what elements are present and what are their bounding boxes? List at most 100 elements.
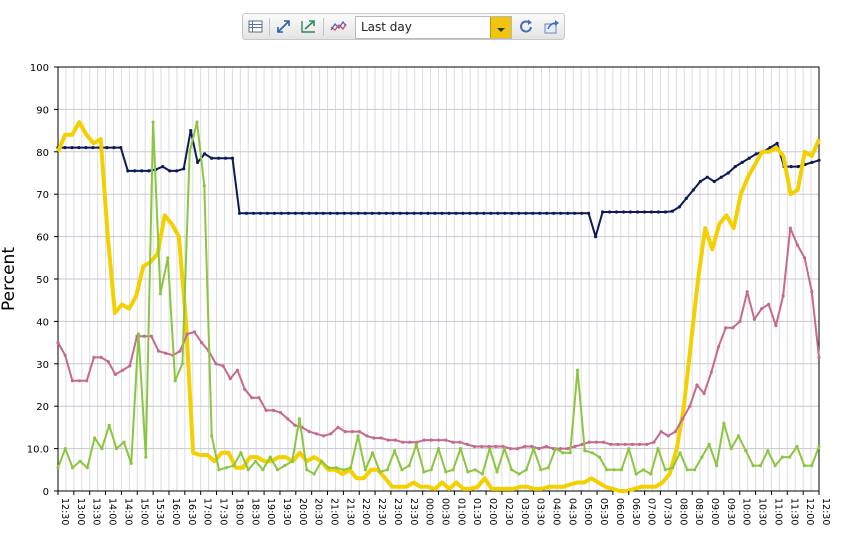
series-4-point xyxy=(678,451,682,455)
table-view-button[interactable] xyxy=(245,17,266,36)
y-tick-label: 100 xyxy=(30,63,49,74)
x-tick-label: 06:00 xyxy=(614,498,625,525)
series-4-point xyxy=(510,468,514,472)
series-1-point xyxy=(510,211,514,215)
series-3-point xyxy=(178,349,182,353)
export-button[interactable] xyxy=(541,17,562,36)
series-3-point xyxy=(436,438,441,442)
series-3-point xyxy=(250,396,254,400)
table-view-icon xyxy=(248,20,263,33)
series-4-point xyxy=(758,464,763,468)
series-1-point xyxy=(140,169,144,173)
series-3-point xyxy=(149,334,153,338)
series-4-point xyxy=(305,468,309,472)
series-1-point xyxy=(545,211,549,215)
series-1-point xyxy=(244,211,249,215)
series-3-point xyxy=(63,353,67,357)
series-1-point xyxy=(747,156,751,160)
series-1-point xyxy=(314,211,318,215)
range-dropdown-button[interactable] xyxy=(490,17,511,38)
y-tick-label: 70 xyxy=(36,190,49,201)
series-3-point xyxy=(85,379,89,383)
series-1-point xyxy=(391,211,395,215)
series-1-point xyxy=(677,205,682,209)
series-1-point xyxy=(656,210,661,214)
series-1-point xyxy=(230,156,235,160)
series-3-point xyxy=(731,326,735,330)
x-tick-label: 00:00 xyxy=(424,498,435,525)
series-3-point xyxy=(558,447,563,451)
series-1-point xyxy=(384,211,388,215)
series-button[interactable] xyxy=(328,17,349,36)
series-4-point xyxy=(583,449,587,453)
series-3-point xyxy=(530,444,534,449)
series-3-point xyxy=(623,442,627,446)
y-tick-label: 40 xyxy=(36,317,49,328)
series-4-point xyxy=(100,447,104,451)
series-4-point xyxy=(780,455,785,459)
x-tick-label: 14:30 xyxy=(122,498,133,525)
series-1-point xyxy=(258,211,263,215)
series-4-point xyxy=(480,472,484,476)
x-tick-label: 00:30 xyxy=(440,498,451,525)
toolbar-separator xyxy=(323,18,324,36)
series-1-point xyxy=(496,211,500,215)
refresh-button[interactable] xyxy=(516,17,537,36)
series-3-point xyxy=(465,442,469,446)
series-1-point xyxy=(712,179,716,184)
series-3-point xyxy=(451,440,455,444)
series-3-point xyxy=(77,379,82,383)
series-1-point xyxy=(733,165,737,169)
series-1-point xyxy=(210,156,214,160)
x-tick-label: 12:30 xyxy=(820,498,831,525)
series-1-point xyxy=(147,169,151,173)
series-1-point xyxy=(517,211,521,215)
series-1-point xyxy=(642,210,647,214)
series-4-point xyxy=(495,470,499,474)
x-tick-label: 02:00 xyxy=(487,498,498,525)
series-4-point xyxy=(788,455,792,459)
series-4-point xyxy=(268,455,272,459)
series-1-point xyxy=(608,210,612,214)
y-axis-ticks: 0 10.0 20 30 40 50 60 70 80 90 100 xyxy=(27,63,58,498)
series-3-point xyxy=(121,368,125,372)
y-tick-label: 90 xyxy=(36,105,49,116)
series-1-point xyxy=(454,211,458,215)
series-4-point xyxy=(239,451,243,455)
series-4-point xyxy=(766,449,770,453)
series-3-point xyxy=(551,447,556,451)
series-4-point xyxy=(363,468,367,472)
x-tick-label: 08:30 xyxy=(693,498,704,525)
series-1-point xyxy=(224,156,228,160)
series-group xyxy=(56,120,821,493)
series-1-point xyxy=(300,211,304,215)
series-4-point xyxy=(122,440,126,444)
series-4-point xyxy=(590,451,594,455)
series-4-point xyxy=(290,459,294,463)
x-tick-label: 23:00 xyxy=(392,498,403,525)
expand-button[interactable] xyxy=(273,17,294,36)
zoom-fit-button[interactable] xyxy=(298,17,319,36)
series-4-point xyxy=(817,444,821,449)
series-3-point xyxy=(293,423,297,427)
x-tick-label: 07:00 xyxy=(646,498,657,525)
y-tick-label: 10.0 xyxy=(27,445,49,456)
series-1-point xyxy=(440,211,444,215)
series-4-point xyxy=(188,150,192,154)
x-tick-label: 05:30 xyxy=(598,498,609,525)
x-axis-ticks: 12:30 13:00 13:30 14:00 14:30 15:00 15:30 16:00… xyxy=(57,491,831,525)
series-3-point xyxy=(279,411,283,415)
series-1-point xyxy=(621,210,626,214)
time-range-select[interactable]: Last day xyxy=(355,16,512,39)
series-3-point xyxy=(106,360,110,364)
x-tick-label: 04:30 xyxy=(566,498,577,525)
series-4-point xyxy=(685,468,689,472)
series-3-point xyxy=(681,417,685,421)
series-4-point xyxy=(56,466,60,470)
series-1-point xyxy=(649,210,654,214)
series-4-point xyxy=(458,447,463,451)
series-3-point xyxy=(666,434,670,438)
series-3-point xyxy=(350,430,354,434)
series-1-point xyxy=(419,211,423,215)
